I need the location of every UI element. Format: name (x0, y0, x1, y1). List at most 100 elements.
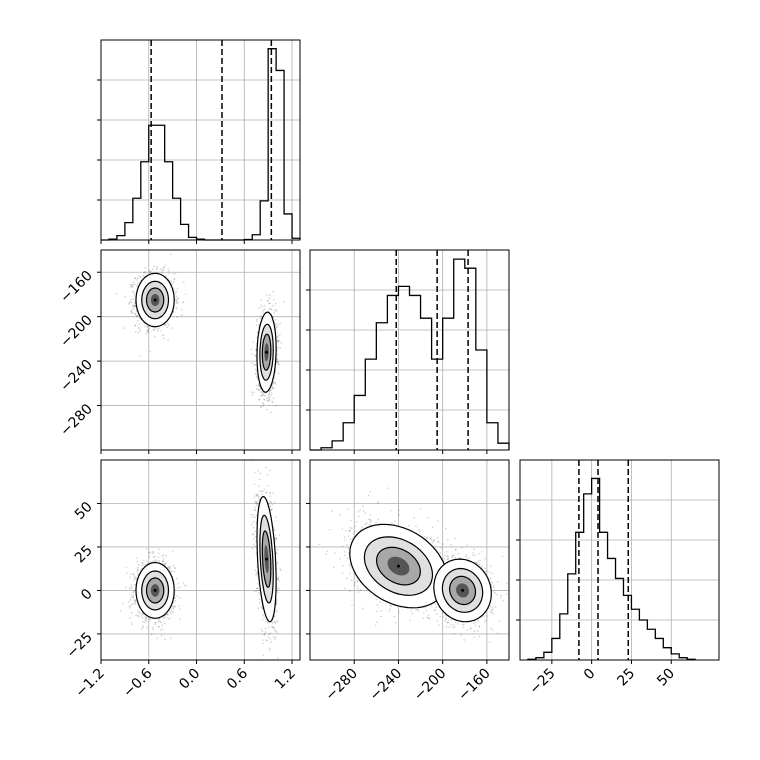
scatter-point (130, 621, 133, 624)
scatter-point (256, 318, 258, 321)
scatter-point (136, 316, 139, 318)
scatter-point (272, 382, 275, 384)
scatter-point (132, 304, 135, 307)
scatter-point (259, 389, 261, 391)
scatter-point (152, 556, 155, 558)
scatter-point (144, 267, 147, 269)
scatter-point (276, 361, 279, 364)
scatter-point (253, 471, 256, 474)
scatter-point (267, 622, 269, 624)
scatter-point (130, 310, 132, 313)
scatter-point (148, 555, 151, 558)
scatter-point (262, 403, 265, 405)
scatter-point (255, 373, 257, 375)
scatter-point (276, 349, 279, 351)
scatter-point (133, 574, 135, 576)
scatter-point (128, 301, 131, 303)
scatter-point (270, 501, 273, 504)
scatter-point (273, 309, 275, 312)
scatter-point (171, 327, 174, 329)
scatter-point (258, 478, 261, 481)
scatter-point (257, 389, 260, 391)
scatter-point (175, 290, 178, 293)
scatter-point (142, 613, 145, 616)
scatter-point (173, 606, 176, 608)
scatter-point (180, 308, 183, 311)
scatter-point (152, 626, 155, 629)
scatter-point (256, 320, 258, 323)
scatter-point (257, 470, 259, 472)
scatter-point (133, 291, 135, 293)
scatter-point (178, 605, 181, 607)
scatter-point (135, 557, 138, 560)
scatter-point (146, 626, 149, 629)
scatter-point (279, 322, 282, 325)
scatter-point (256, 378, 259, 380)
scatter-point (137, 609, 139, 612)
scatter-point (169, 617, 171, 620)
scatter-point (146, 326, 149, 329)
scatter-point (134, 324, 136, 327)
scatter-point (134, 313, 137, 316)
scatter-point (145, 620, 148, 623)
scatter-point (174, 600, 177, 602)
scatter-point (274, 302, 277, 305)
scatter-point (153, 559, 155, 562)
scatter-point (154, 623, 157, 626)
scatter-point (162, 557, 165, 560)
scatter-point (166, 613, 169, 615)
scatter-point (275, 404, 278, 407)
scatter-point (160, 621, 163, 624)
scatter-point (275, 326, 277, 329)
scatter-point (268, 391, 271, 393)
scatter-point (179, 596, 181, 599)
scatter-point (132, 590, 135, 593)
scatter-point (258, 399, 261, 401)
scatter-point (131, 286, 134, 288)
scatter-point (126, 572, 128, 574)
scatter-point (129, 606, 131, 609)
scatter-point (132, 306, 135, 309)
scatter-point (255, 349, 257, 352)
scatter-point (152, 552, 155, 554)
scatter-point (255, 573, 257, 576)
scatter-point (139, 330, 141, 332)
scatter-point (167, 268, 169, 270)
scatter-point (132, 596, 134, 599)
scatter-point (274, 537, 277, 540)
scatter-point (255, 324, 258, 326)
scatter-point (162, 560, 165, 563)
scatter-point (163, 617, 165, 619)
scatter-point (279, 347, 282, 349)
scatter-point (262, 309, 265, 311)
scatter-point (268, 393, 271, 395)
scatter-point (169, 568, 171, 571)
scatter-point (253, 483, 256, 486)
histogram-1 (310, 258, 510, 451)
scatter-point (273, 501, 276, 503)
scatter-point (172, 564, 175, 567)
scatter-point (132, 596, 134, 598)
scatter-point (269, 509, 272, 511)
scatter-point (148, 551, 151, 554)
scatter-point (175, 307, 178, 310)
scatter-point (278, 363, 280, 365)
scatter-point (131, 611, 133, 614)
scatter-point (173, 597, 176, 600)
scatter-point (134, 577, 137, 580)
scatter-point (258, 385, 261, 387)
scatter-point (147, 330, 149, 332)
scatter-point (262, 402, 264, 404)
scatter-point (274, 372, 277, 374)
scatter-point (148, 270, 151, 272)
scatter-point (136, 570, 139, 573)
scatter-point (153, 329, 155, 331)
scatter-point (130, 596, 132, 599)
scatter-point (254, 372, 257, 375)
scatter-point (258, 384, 260, 387)
scatter-point (141, 561, 144, 564)
scatter-point (130, 286, 132, 288)
scatter-point (139, 276, 142, 278)
scatter-point (255, 370, 258, 372)
scatter-point (269, 491, 272, 494)
